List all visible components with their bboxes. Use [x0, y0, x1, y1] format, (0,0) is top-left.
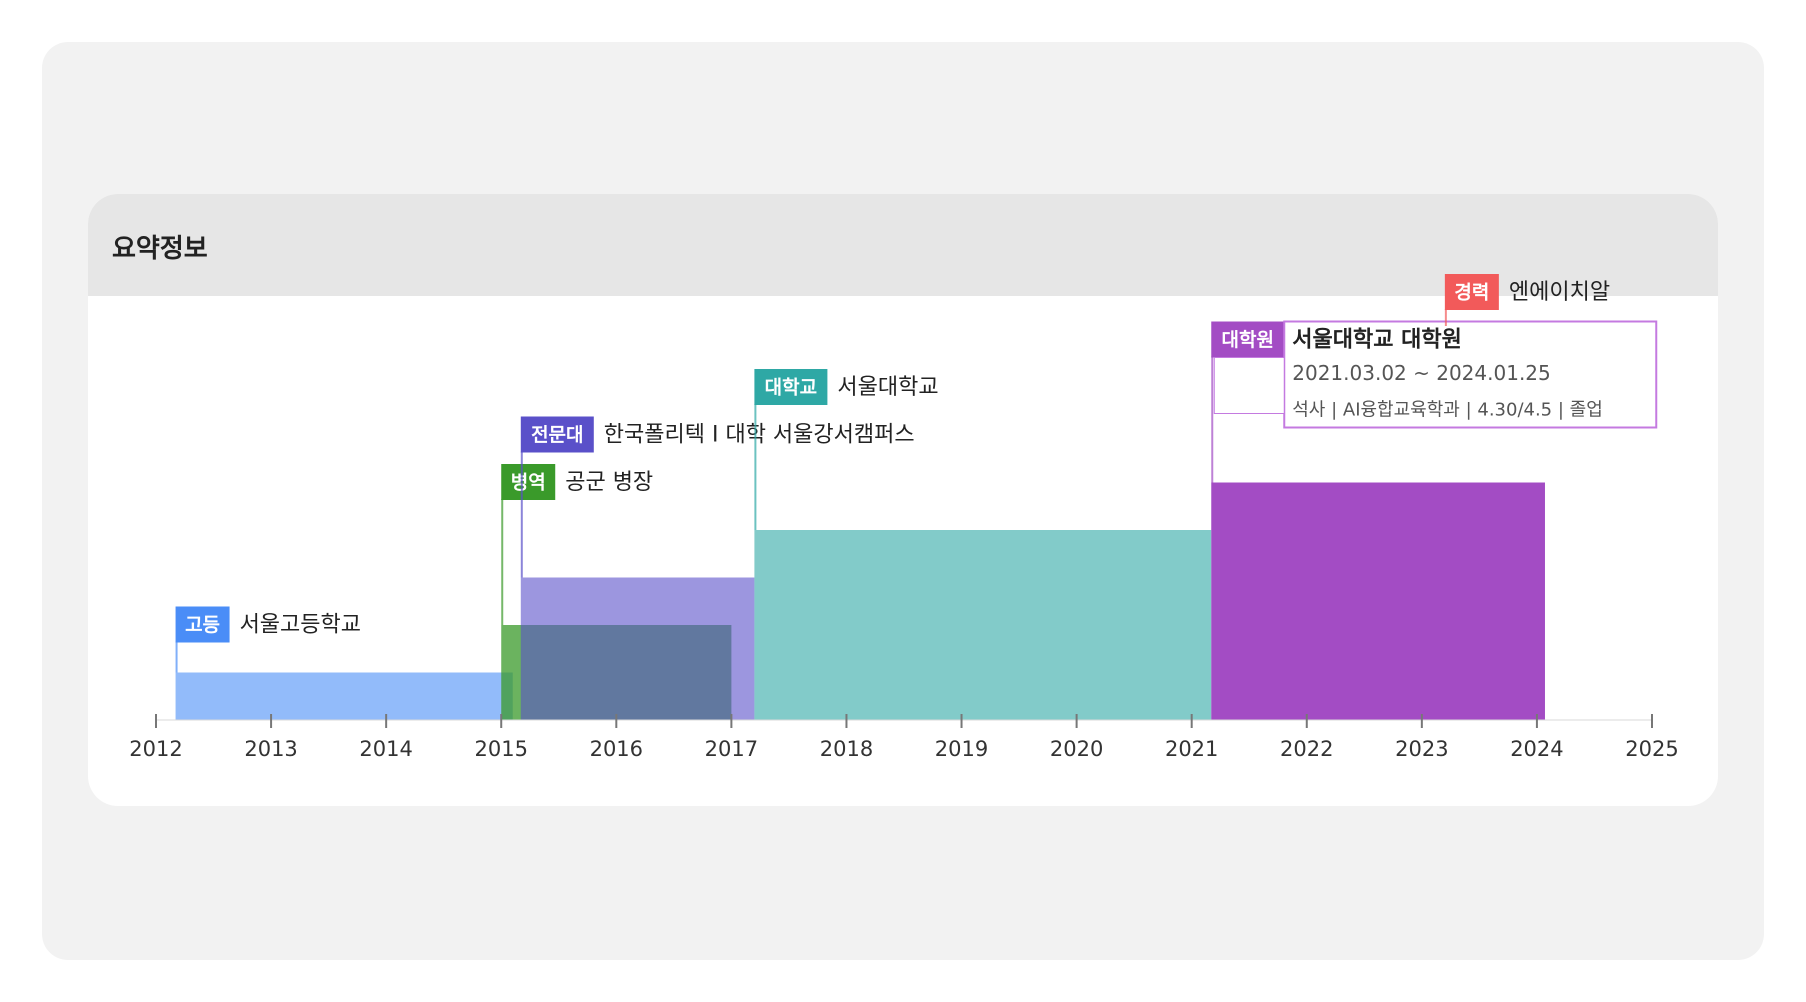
item-name-college: 한국폴리텍 I 대학 서울강서캠퍼스 [604, 423, 915, 448]
x-tick-label: 2023 [1395, 737, 1448, 761]
x-tick-label: 2022 [1280, 737, 1333, 761]
tooltip-period: 2021.03.02 ~ 2024.01.25 [1292, 361, 1551, 385]
x-tick-label: 2018 [820, 737, 873, 761]
tag-label-career: 경력 [1454, 282, 1489, 304]
x-tick-label: 2015 [475, 737, 528, 761]
x-tick-label: 2017 [705, 737, 758, 761]
x-tick-label: 2024 [1510, 737, 1563, 761]
bar-university[interactable] [754, 530, 1212, 720]
x-tick-label: 2025 [1625, 737, 1678, 761]
tag-label-college: 전문대 [531, 424, 583, 446]
tooltip-box [1283, 320, 1658, 429]
card-title: 요약정보 [112, 234, 208, 264]
x-tick-label: 2021 [1165, 737, 1218, 761]
bar-college[interactable] [520, 577, 755, 721]
item-name-university: 서울대학교 [837, 375, 938, 400]
tooltip-inset [1213, 357, 1285, 414]
tag-badge-highschool [175, 606, 230, 643]
bar-gradschool[interactable] [1211, 482, 1545, 721]
item-name-military: 공군 병장 [565, 470, 653, 495]
tag-label-highschool: 고등 [185, 614, 220, 636]
item-name-highschool: 서울고등학교 [240, 613, 361, 638]
tooltip-detail: 석사 | AI융합교육학과 | 4.30/4.5 | 졸업 [1292, 400, 1603, 421]
x-tick-label: 2013 [244, 737, 297, 761]
x-tick-label: 2012 [129, 737, 182, 761]
bar-highschool[interactable] [175, 672, 513, 721]
tag-badge-college [520, 416, 594, 453]
tag-badge-university [754, 369, 828, 405]
tag-badge-career [1444, 274, 1499, 310]
item-name-career: 엔에이치알 [1509, 280, 1610, 305]
tag-badge-gradschool [1211, 321, 1285, 358]
tag-badge-military [501, 464, 556, 500]
x-tick-label: 2020 [1050, 737, 1103, 761]
tag-label-university: 대학교 [765, 377, 817, 399]
tag-label-gradschool: 대학원 [1222, 329, 1274, 351]
tag-label-military: 병역 [511, 472, 546, 494]
x-tick-label: 2019 [935, 737, 988, 761]
x-tick-label: 2014 [359, 737, 412, 761]
x-tick-label: 2016 [590, 737, 643, 761]
tooltip-title: 서울대학교 대학원 [1292, 328, 1462, 353]
